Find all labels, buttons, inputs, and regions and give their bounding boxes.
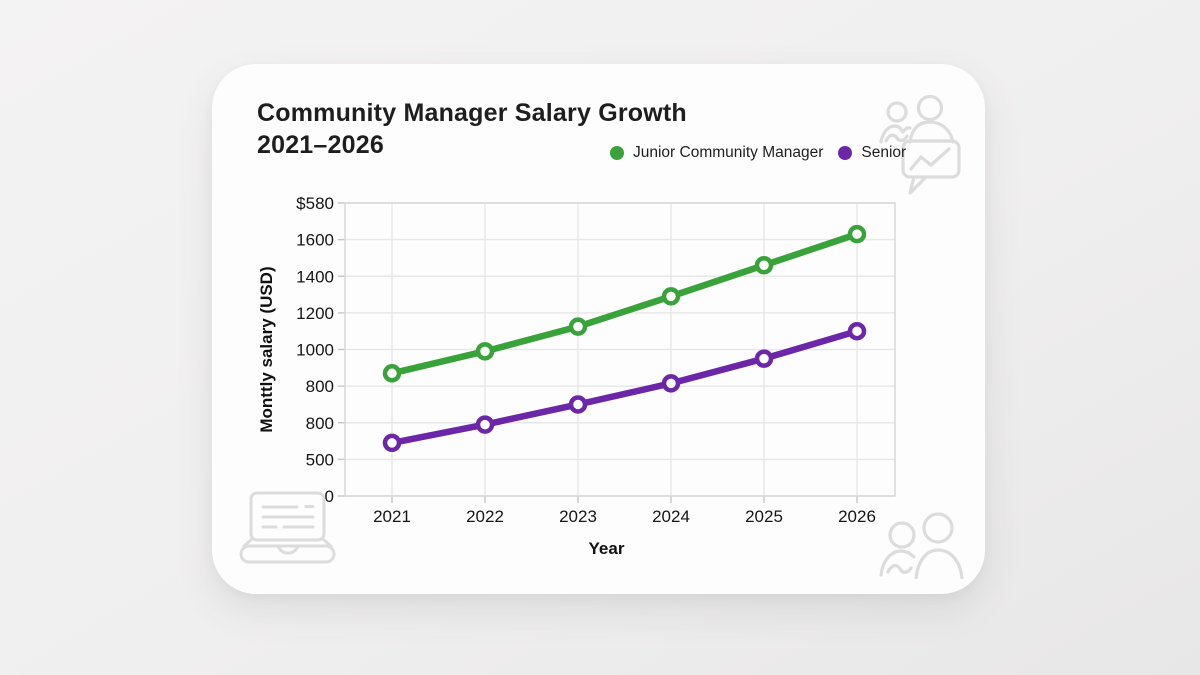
y-tick-label: 800 xyxy=(306,414,334,433)
x-tick-label: 2025 xyxy=(745,507,783,526)
data-point-marker xyxy=(568,317,588,336)
data-point-marker xyxy=(847,224,867,244)
legend-dot-junior-icon xyxy=(610,146,624,160)
y-axis-title: Monttly salary (USD) xyxy=(257,266,276,432)
series-line xyxy=(388,230,861,377)
x-tick-label: 2023 xyxy=(559,507,597,526)
data-point-marker xyxy=(661,374,681,393)
legend: Junior Community Manager Senior xyxy=(610,144,906,162)
y-tick-label: 1400 xyxy=(296,267,334,286)
y-tick-label: 1600 xyxy=(296,231,334,250)
people-chat-trend-icon xyxy=(879,94,961,195)
y-tick-label: 1200 xyxy=(296,304,334,323)
data-point-marker xyxy=(754,256,774,275)
data-point-marker xyxy=(568,395,588,414)
y-tick-label: 1000 xyxy=(296,341,334,360)
y-tick-label: $580 xyxy=(296,194,334,213)
data-point-marker xyxy=(661,287,681,306)
x-tick-label: 2026 xyxy=(838,507,876,526)
data-point-marker xyxy=(475,342,495,361)
x-tick-label: 2022 xyxy=(466,507,504,526)
y-tick-label: 0 xyxy=(325,487,334,506)
title-line-2: 2021–2026 xyxy=(257,131,384,159)
data-point-marker xyxy=(382,364,402,383)
chart-card: Community Manager Salary Growth 2021–202… xyxy=(212,64,985,594)
legend-item-junior: Junior Community Manager xyxy=(610,144,823,162)
people-icon xyxy=(879,512,964,579)
data-point-marker xyxy=(754,349,774,368)
title-line-1: Community Manager Salary Growth xyxy=(257,99,687,127)
data-point-marker xyxy=(847,321,867,341)
y-tick-label: 800 xyxy=(306,377,334,396)
legend-label-senior: Senior xyxy=(861,144,907,161)
x-tick-label: 2021 xyxy=(373,507,411,526)
x-tick-label: 2024 xyxy=(652,507,690,526)
series-line xyxy=(388,327,861,447)
data-point-marker xyxy=(475,415,495,434)
salary-line-chart: $580 1600 1400 1200 1000 800 800 500 0 2021 2022 20… xyxy=(257,194,896,558)
y-tick-label: 500 xyxy=(306,450,334,469)
x-axis-title: Year xyxy=(589,539,625,558)
data-point-marker xyxy=(382,433,402,453)
laptop-notes-icon xyxy=(239,491,336,564)
legend-item-senior: Senior xyxy=(838,144,906,162)
plot-border xyxy=(344,202,896,497)
legend-dot-senior-icon xyxy=(838,146,853,160)
legend-label-junior: Junior Community Manager xyxy=(633,144,824,161)
page-title: Community Manager Salary Growth 2021–202… xyxy=(257,97,817,161)
